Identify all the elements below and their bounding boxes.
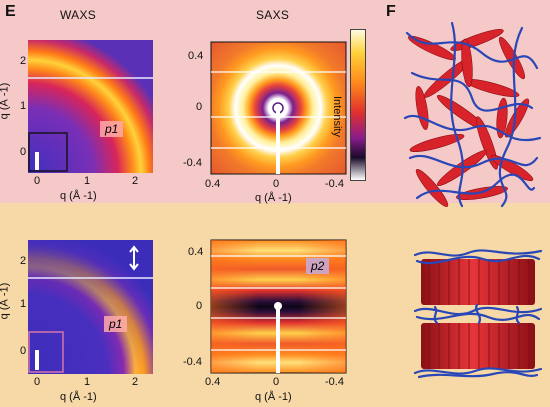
saxs-top-ytick-04: 0.4 <box>188 50 204 62</box>
waxs-bottom-ytick-2: 2 <box>20 255 27 267</box>
waxs-top-xtick-1: 1 <box>84 175 91 187</box>
saxs-bottom-xtick-04: 0.4 <box>205 376 221 388</box>
saxs-bottom-ytick-04: 0.4 <box>188 246 204 258</box>
waxs-top-xtick-0: 0 <box>34 175 41 187</box>
waxs-bottom-xtick-2: 2 <box>132 376 139 388</box>
saxs-top-xtick-0: 0 <box>273 178 280 190</box>
waxs-top-ytick-0: 0 <box>20 146 27 158</box>
saxs-top-xtick-04: 0.4 <box>205 178 221 190</box>
waxs-bottom-xlabel: q (Å -1) <box>60 391 97 403</box>
isotropic-rod-model <box>403 21 542 208</box>
saxs-top-xlabel: q (Å -1) <box>255 192 292 204</box>
waxs-bottom-beamstop <box>35 350 39 370</box>
saxs-top-plot <box>210 41 347 175</box>
waxs-bottom-xtick-0: 0 <box>34 376 41 388</box>
saxs-bottom-beamstop-arm <box>276 306 280 373</box>
waxs-top-plot <box>28 40 153 173</box>
layered-rod-model <box>413 249 543 379</box>
waxs-top-xtick-2: 2 <box>132 175 139 187</box>
rod-layer-lower <box>421 323 535 369</box>
waxs-top-beamstop <box>35 152 39 170</box>
waxs-top-p1-label: p1 <box>100 121 124 137</box>
waxs-top-zoom-box <box>28 132 68 172</box>
saxs-bottom-ytick-neg04: -0.4 <box>183 356 202 368</box>
rod-layer-upper <box>421 259 535 305</box>
waxs-bottom-xtick-1: 1 <box>84 376 91 388</box>
waxs-bottom-plot <box>28 240 153 374</box>
panel-letter-e: E <box>5 3 16 20</box>
panel-letter-f: F <box>386 3 396 20</box>
saxs-bottom-xtick-0: 0 <box>273 376 280 388</box>
header-saxs: SAXS <box>256 8 290 22</box>
saxs-bottom-xlabel: q (Å -1) <box>255 391 292 403</box>
waxs-bottom-ytick-1: 1 <box>20 298 27 310</box>
waxs-top-xlabel: q (Å -1) <box>60 190 97 202</box>
saxs-bottom-ytick-0: 0 <box>196 300 203 312</box>
saxs-top-ytick-neg04: -0.4 <box>183 157 202 169</box>
saxs-top-ytick-0: 0 <box>196 101 203 113</box>
intensity-colorbar <box>350 29 366 181</box>
waxs-bottom-orientation-fade <box>28 240 153 374</box>
saxs-top-xtick-neg04: -0.4 <box>325 178 344 190</box>
waxs-bottom-ytick-0: 0 <box>20 345 27 357</box>
polymer-chains <box>413 249 543 379</box>
alignment-arrow-icon <box>129 245 139 271</box>
waxs-bottom-zoom-box <box>28 331 64 373</box>
colorbar-label: Intensity <box>331 96 343 137</box>
saxs-top-beamstop-arm <box>276 108 280 174</box>
waxs-top-ytick-2: 2 <box>20 55 27 67</box>
waxs-bottom-ylabel: q (Å -1) <box>0 282 11 320</box>
waxs-top-ylabel: q (Å -1) <box>0 82 11 120</box>
waxs-top-ytick-1: 1 <box>20 100 27 112</box>
waxs-top-heatmap <box>28 40 153 173</box>
saxs-bottom-xtick-neg04: -0.4 <box>325 376 344 388</box>
waxs-bottom-p1-label: p1 <box>104 316 128 332</box>
saxs-bottom-p2-label: p2 <box>306 258 330 274</box>
header-waxs: WAXS <box>60 8 97 22</box>
